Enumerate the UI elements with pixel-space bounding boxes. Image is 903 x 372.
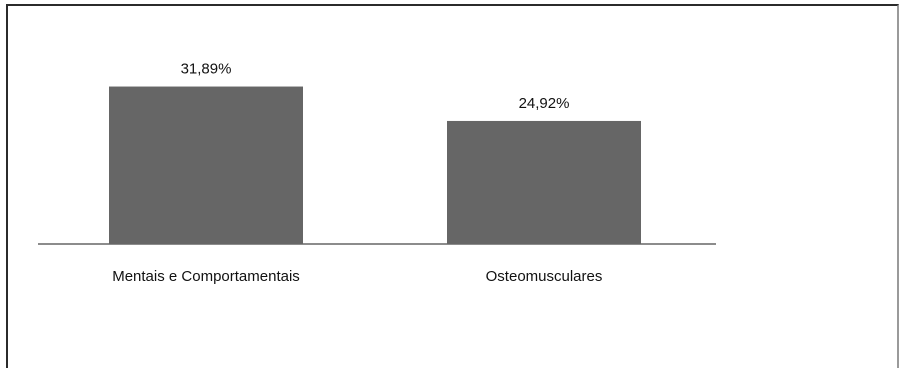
chart-frame: 31,89% 24,92% Mentais e Comportamentais Os… xyxy=(6,4,899,368)
bar-2 xyxy=(447,120,641,244)
data-label-2: 24,92% xyxy=(519,95,570,112)
category-label-2: Osteomusculares xyxy=(486,268,603,285)
bar-chart: 31,89% 24,92% Mentais e Comportamentais Os… xyxy=(38,61,716,285)
data-label-1: 31,89% xyxy=(181,61,232,78)
category-label-1: Mentais e Comportamentais xyxy=(112,268,300,285)
bar-1 xyxy=(109,86,303,244)
